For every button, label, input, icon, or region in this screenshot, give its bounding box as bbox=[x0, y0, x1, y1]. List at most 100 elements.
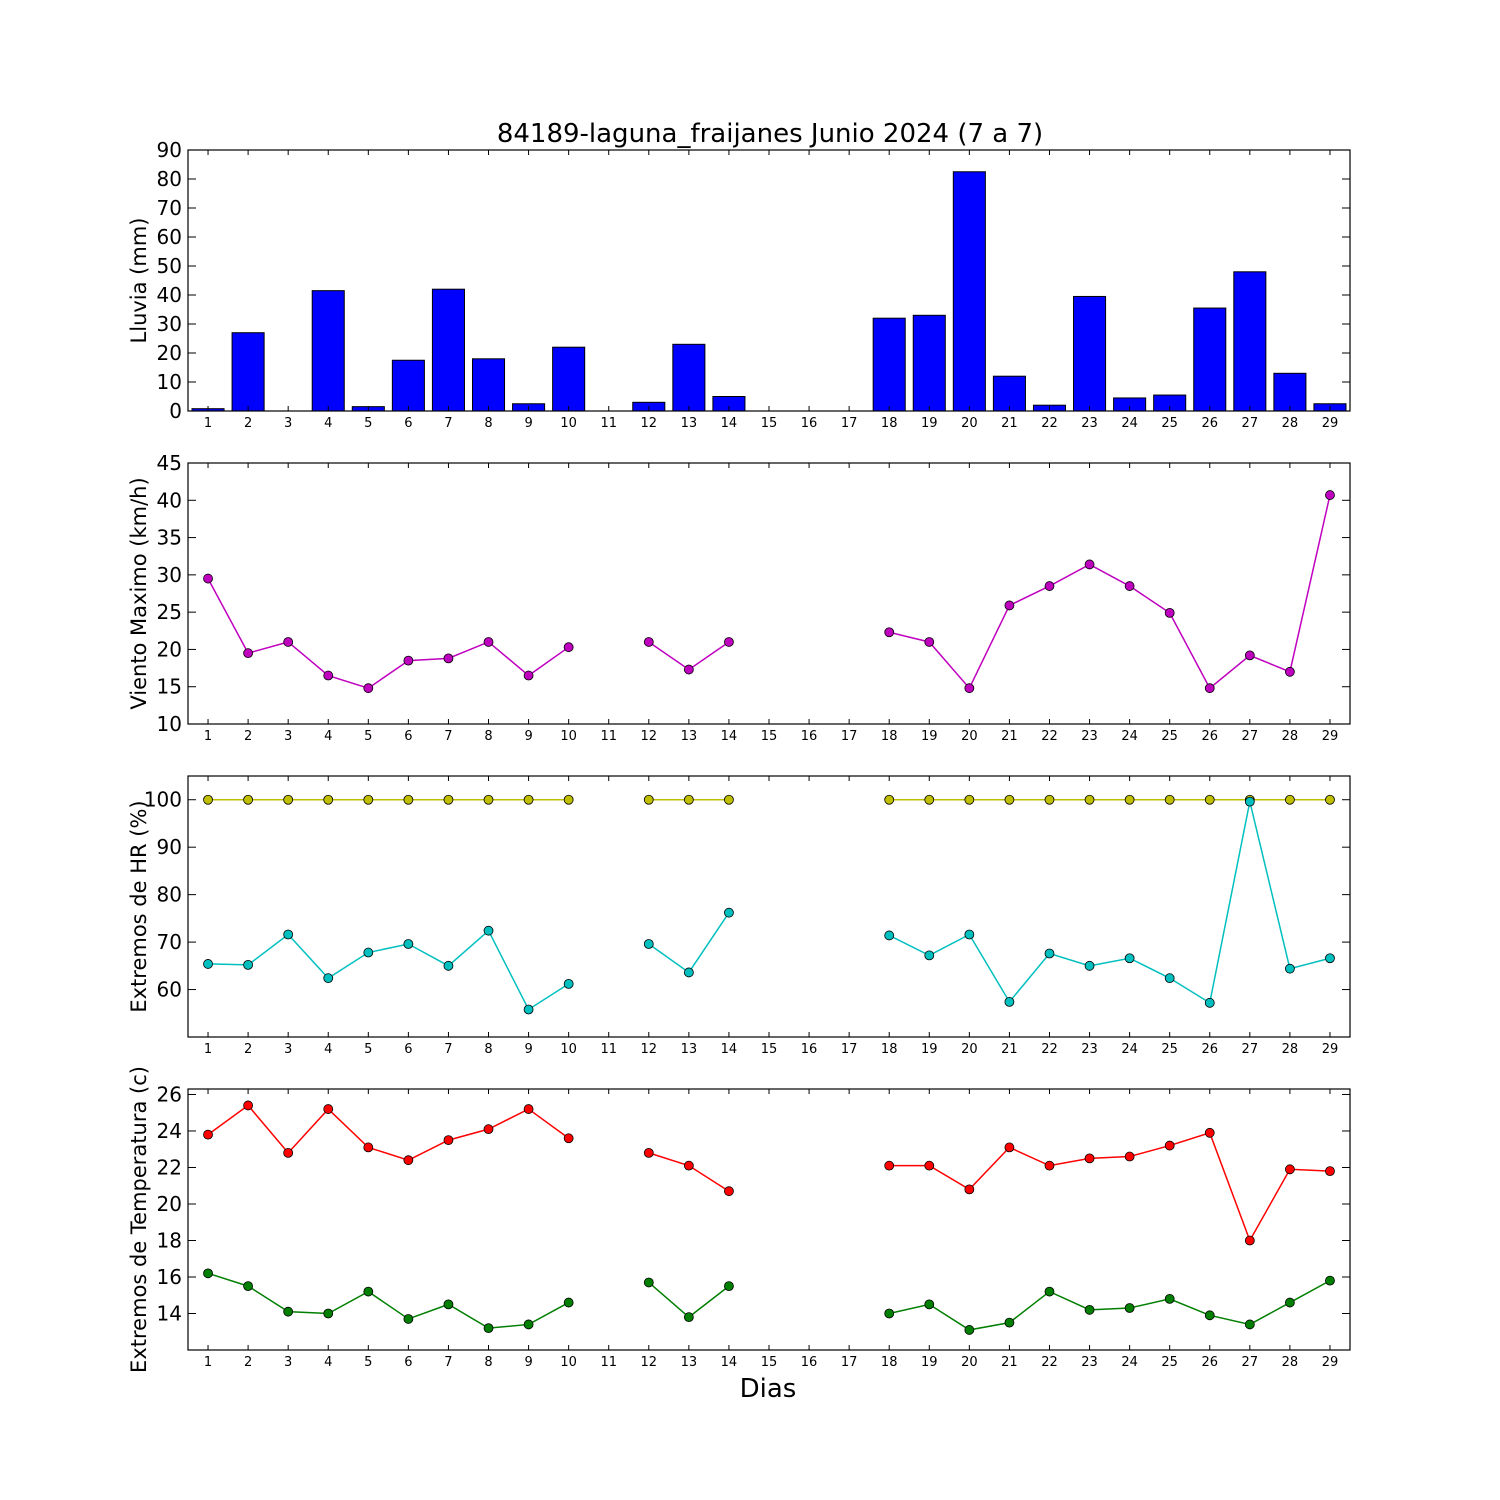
y-tick-label: 100 bbox=[144, 788, 182, 812]
x-tick-label: 11 bbox=[600, 729, 617, 744]
x-tick-label: 28 bbox=[1282, 729, 1299, 744]
x-tick-label: 25 bbox=[1161, 729, 1178, 744]
x-tick-label: 20 bbox=[961, 416, 978, 431]
x-tick-label: 16 bbox=[801, 1355, 818, 1370]
point-series-1-day-8 bbox=[483, 794, 494, 805]
point-series-2-day-24 bbox=[1124, 953, 1135, 964]
x-tick-label: 7 bbox=[444, 416, 452, 431]
y-tick-label: 30 bbox=[157, 563, 182, 587]
x-tick-label: 10 bbox=[560, 1355, 577, 1370]
point-series-1-day-20 bbox=[964, 794, 975, 805]
y-tick-label: 70 bbox=[157, 196, 182, 220]
y-tick-label: 24 bbox=[157, 1119, 182, 1143]
x-tick-label: 6 bbox=[404, 416, 412, 431]
y-tick-label: 70 bbox=[157, 930, 182, 954]
x-tick-label: 26 bbox=[1201, 1042, 1218, 1057]
x-tick-label: 16 bbox=[801, 729, 818, 744]
point-series-1-day-24 bbox=[1124, 794, 1135, 805]
point-series-1-day-2 bbox=[243, 1100, 254, 1111]
point-series-1-day-7 bbox=[443, 653, 454, 664]
x-tick-label: 13 bbox=[681, 1355, 698, 1370]
point-series-2-day-21 bbox=[1004, 996, 1015, 1007]
x-tick-label: 13 bbox=[681, 1042, 698, 1057]
x-tick-label: 28 bbox=[1282, 416, 1299, 431]
point-series-1-day-26 bbox=[1204, 683, 1215, 694]
x-tick-label: 22 bbox=[1041, 1042, 1058, 1057]
x-tick-label: 23 bbox=[1081, 1355, 1098, 1370]
point-series-2-day-2 bbox=[243, 959, 254, 970]
point-series-1-day-23 bbox=[1084, 1153, 1095, 1164]
point-series-1-day-12 bbox=[643, 794, 654, 805]
point-series-2-day-5 bbox=[363, 947, 374, 958]
y-tick-label: 20 bbox=[157, 1192, 182, 1216]
x-tick-label: 8 bbox=[484, 729, 492, 744]
point-series-2-day-5 bbox=[363, 1286, 374, 1297]
point-series-1-day-3 bbox=[283, 637, 294, 647]
point-series-2-day-28 bbox=[1284, 1297, 1295, 1308]
bar-day-23 bbox=[1073, 295, 1107, 412]
x-tick-label: 12 bbox=[641, 729, 658, 744]
y-axis-title: Extremos de Temperatura (c) bbox=[127, 1066, 151, 1373]
y-tick-label: 60 bbox=[157, 225, 182, 249]
x-tick-label: 19 bbox=[921, 1355, 938, 1370]
point-series-2-day-22 bbox=[1044, 948, 1055, 959]
x-tick-label: 9 bbox=[524, 1042, 532, 1057]
y-tick-label: 18 bbox=[157, 1228, 182, 1252]
point-series-1-day-19 bbox=[924, 637, 935, 647]
point-series-2-day-4 bbox=[323, 1308, 334, 1319]
point-series-2-day-22 bbox=[1044, 1286, 1055, 1297]
point-series-2-day-19 bbox=[924, 950, 935, 961]
x-tick-label: 9 bbox=[524, 1355, 532, 1370]
point-series-1-day-22 bbox=[1044, 1160, 1055, 1171]
x-tick-label: 12 bbox=[641, 416, 658, 431]
x-tick-label: 11 bbox=[600, 1355, 617, 1370]
x-tick-label: 18 bbox=[881, 1042, 898, 1057]
point-series-1-day-5 bbox=[363, 794, 374, 805]
point-series-2-day-10 bbox=[563, 978, 574, 989]
point-series-1-day-27 bbox=[1244, 1235, 1255, 1246]
y-tick-label: 60 bbox=[157, 978, 182, 1002]
x-tick-label: 16 bbox=[801, 1042, 818, 1057]
point-series-1-day-3 bbox=[283, 794, 294, 805]
point-series-1-day-19 bbox=[924, 1160, 935, 1171]
x-tick-label: 23 bbox=[1081, 416, 1098, 431]
x-tick-label: 13 bbox=[681, 416, 698, 431]
x-tick-label: 1 bbox=[204, 1042, 212, 1057]
y-tick-label: 40 bbox=[157, 283, 182, 307]
bar-day-26 bbox=[1193, 307, 1227, 412]
x-tick-label: 11 bbox=[600, 416, 617, 431]
x-tick-label: 17 bbox=[841, 416, 858, 431]
x-tick-label: 20 bbox=[961, 1042, 978, 1057]
x-tick-label: 8 bbox=[484, 1355, 492, 1370]
x-tick-label: 12 bbox=[641, 1355, 658, 1370]
x-tick-label: 15 bbox=[761, 1355, 778, 1370]
point-series-2-day-28 bbox=[1284, 963, 1295, 974]
x-tick-label: 3 bbox=[284, 729, 292, 744]
point-series-2-day-19 bbox=[924, 1299, 935, 1310]
y-tick-label: 90 bbox=[157, 138, 182, 162]
x-tick-label: 27 bbox=[1242, 729, 1259, 744]
point-series-2-day-7 bbox=[443, 960, 454, 971]
point-series-1-day-3 bbox=[283, 1147, 294, 1158]
point-series-2-day-14 bbox=[724, 1281, 734, 1292]
point-series-2-day-13 bbox=[683, 1312, 694, 1323]
x-tick-label: 19 bbox=[921, 729, 938, 744]
point-series-1-day-12 bbox=[643, 637, 654, 647]
point-series-1-day-2 bbox=[243, 648, 254, 659]
point-series-2-day-2 bbox=[243, 1281, 254, 1292]
y-tick-label: 26 bbox=[157, 1082, 182, 1106]
point-series-2-day-13 bbox=[683, 967, 694, 978]
point-series-1-day-7 bbox=[443, 1135, 454, 1146]
point-series-1-day-8 bbox=[483, 637, 494, 647]
x-tick-label: 9 bbox=[524, 416, 532, 431]
x-tick-label: 19 bbox=[921, 1042, 938, 1057]
x-tick-label: 17 bbox=[841, 729, 858, 744]
x-tick-label: 8 bbox=[484, 1042, 492, 1057]
y-tick-label: 45 bbox=[157, 451, 182, 475]
point-series-1-day-8 bbox=[483, 1124, 494, 1135]
x-tick-label: 5 bbox=[364, 416, 372, 431]
x-tick-label: 9 bbox=[524, 729, 532, 744]
bar-day-7 bbox=[431, 288, 465, 412]
bar-day-20 bbox=[952, 171, 986, 412]
